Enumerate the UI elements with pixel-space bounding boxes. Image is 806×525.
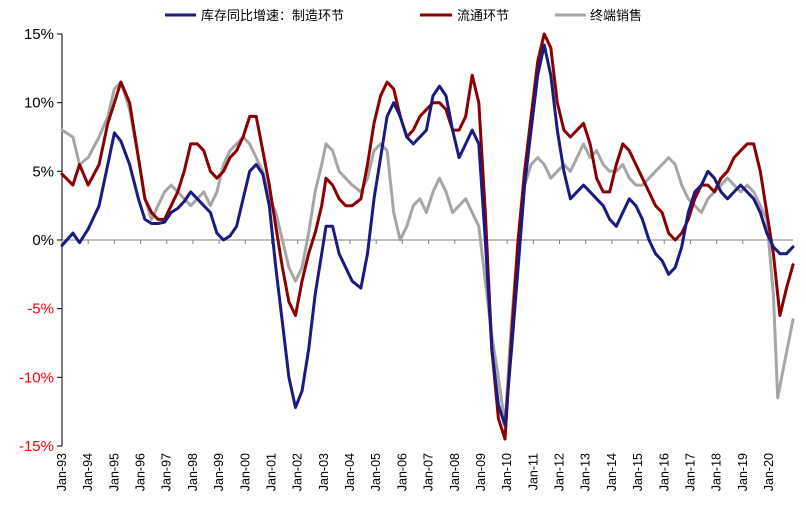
- x-tick-label: Jan-94: [81, 453, 95, 491]
- x-tick-label: Jan-12: [553, 453, 567, 491]
- x-tick-label: Jan-02: [291, 453, 305, 491]
- y-tick-label: -10%: [19, 369, 54, 386]
- x-tick-label: Jan-20: [762, 453, 776, 491]
- y-tick-label: -5%: [27, 301, 54, 318]
- x-tick-label: Jan-18: [710, 453, 724, 491]
- series-line-2: [60, 80, 795, 427]
- x-tick-label: Jan-04: [343, 453, 357, 491]
- x-tick-label: Jan-93: [55, 453, 69, 491]
- y-tick-label: 5%: [32, 163, 54, 180]
- legend: 库存同比增速：制造环节 流通环节 终端销售: [165, 8, 642, 24]
- x-tick-label: Jan-96: [134, 453, 148, 491]
- legend-label-0: 库存同比增速：制造环节: [201, 8, 344, 24]
- x-tick-label: Jan-05: [369, 453, 383, 491]
- x-tick-label: Jan-99: [212, 453, 226, 491]
- series-layer: [60, 32, 795, 441]
- x-tick-label: Jan-06: [395, 453, 409, 491]
- x-tick-label: Jan-01: [264, 453, 278, 491]
- y-axis: 15% 10% 5% 0% -5% -10% -15%: [19, 26, 793, 455]
- y-tick-label: 0%: [32, 232, 54, 249]
- x-tick-label: Jan-10: [500, 453, 514, 491]
- series-line-0: [60, 43, 795, 427]
- x-tick-label: Jan-00: [238, 453, 252, 491]
- y-tick-label: -15%: [19, 438, 54, 455]
- legend-label-1: 流通环节: [457, 9, 509, 24]
- legend-label-2: 终端销售: [590, 8, 642, 24]
- x-tick-label: Jan-15: [631, 453, 645, 491]
- x-tick-label: Jan-17: [683, 453, 697, 491]
- x-tick-label: Jan-08: [448, 453, 462, 491]
- x-tick-label: Jan-14: [605, 453, 619, 491]
- x-tick-label: Jan-03: [317, 453, 331, 491]
- x-tick-label: Jan-13: [579, 453, 593, 491]
- x-tick-label: Jan-11: [526, 453, 540, 490]
- x-axis: Jan-93 Jan-94 Jan-95 Jan-96 Jan-97 Jan-98 Jan-…: [55, 240, 776, 491]
- x-tick-label: Jan-07: [422, 453, 436, 491]
- x-tick-label: Jan-09: [474, 453, 488, 491]
- y-tick-label: 15%: [24, 26, 54, 43]
- x-tick-label: Jan-95: [107, 453, 121, 491]
- x-tick-label: Jan-19: [736, 453, 750, 491]
- y-tick-label: 10%: [24, 95, 54, 112]
- x-tick-label: Jan-16: [657, 453, 671, 491]
- x-tick-label: Jan-98: [186, 453, 200, 491]
- x-tick-label: Jan-97: [160, 453, 174, 491]
- series-line-1: [60, 32, 795, 441]
